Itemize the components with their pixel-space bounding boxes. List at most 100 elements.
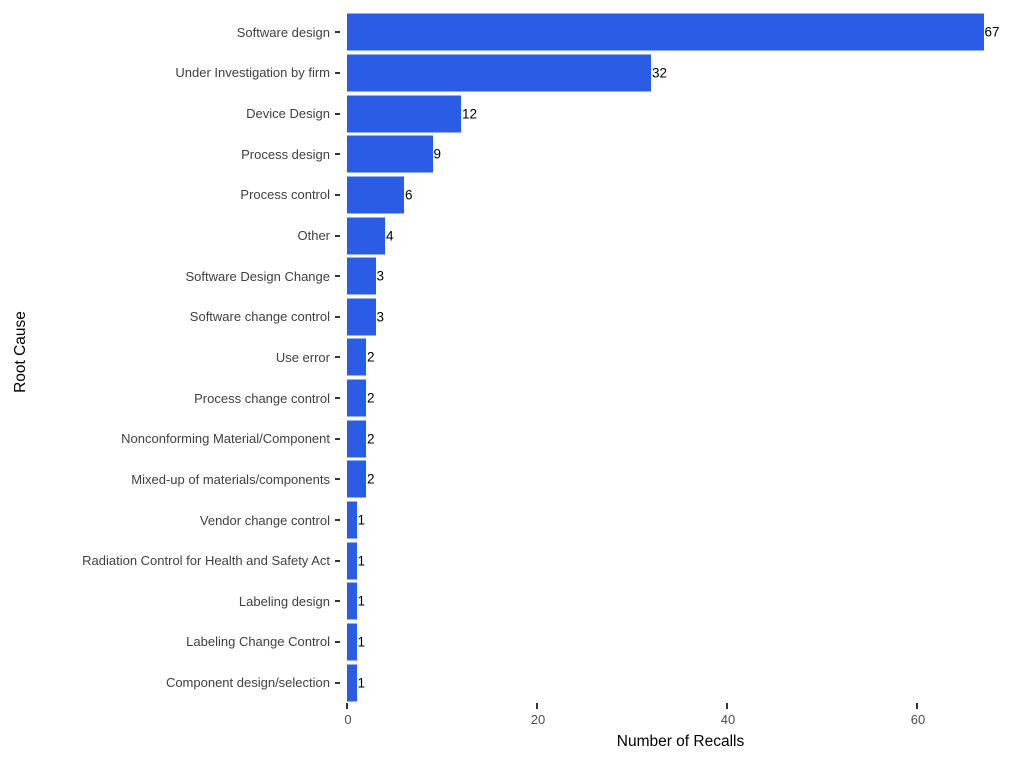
x-axis-tick <box>916 703 918 709</box>
bar-row: Use error 2 <box>0 337 1024 378</box>
bar-zone: 6 <box>347 175 1024 216</box>
value-label: 12 <box>462 106 478 122</box>
y-axis-tick <box>335 193 340 196</box>
category-label: Software change control <box>189 309 330 325</box>
y-axis-tick <box>335 31 340 34</box>
x-axis-tick-label: 60 <box>910 712 926 727</box>
category-label: Process change control <box>194 390 330 406</box>
y-axis-tick <box>335 478 340 481</box>
bar <box>347 298 376 336</box>
x-axis-tick-label: 40 <box>720 712 736 727</box>
y-axis-tick <box>335 681 340 684</box>
value-label: 67 <box>984 24 1000 40</box>
plot-area: Software design 67 Under Investigation by … <box>0 12 1024 703</box>
bar-zone: 32 <box>347 53 1024 94</box>
y-axis-tick <box>335 153 340 156</box>
x-axis-tick-label: 0 <box>344 712 352 727</box>
bar-zone: 2 <box>347 378 1024 419</box>
category-label: Process design <box>241 146 330 162</box>
bar-row: Under Investigation by firm 32 <box>0 53 1024 94</box>
y-axis-tick <box>335 315 340 318</box>
category-label: Nonconforming Material/Component <box>121 431 330 447</box>
bar-zone: 3 <box>347 256 1024 297</box>
value-label: 9 <box>433 146 442 162</box>
value-label: 32 <box>652 65 668 81</box>
y-axis-tick <box>335 71 340 74</box>
bar-zone: 2 <box>347 337 1024 378</box>
category-label: Use error <box>275 349 330 365</box>
x-axis-tick <box>346 703 348 709</box>
bar <box>347 460 366 498</box>
bar-zone: 2 <box>347 418 1024 459</box>
bar-zone: 67 <box>347 12 1024 53</box>
bar-row: Software change control 3 <box>0 296 1024 337</box>
bar <box>347 664 357 702</box>
category-label: Software design <box>236 24 330 40</box>
category-label: Device Design <box>246 106 330 122</box>
bar <box>347 338 366 376</box>
bar <box>347 257 376 295</box>
bar-row: Mixed-up of materials/components 2 <box>0 459 1024 500</box>
bar-row: Vendor change control 1 <box>0 500 1024 541</box>
category-label: Other <box>297 228 330 244</box>
bar-row: Software Design Change 3 <box>0 256 1024 297</box>
bar <box>347 501 357 539</box>
category-label: Process control <box>240 187 330 203</box>
bar-row: Other 4 <box>0 215 1024 256</box>
y-axis-tick <box>335 437 340 440</box>
bar-row: Process change control 2 <box>0 378 1024 419</box>
y-axis-tick <box>335 275 340 278</box>
bar-row: Labeling Change Control 1 <box>0 622 1024 663</box>
y-axis-tick <box>335 112 340 115</box>
category-label: Mixed-up of materials/components <box>131 471 330 487</box>
category-label: Software Design Change <box>185 268 330 284</box>
bar-row: Radiation Control for Health and Safety … <box>0 540 1024 581</box>
value-label: 3 <box>376 268 385 284</box>
bar-zone: 1 <box>347 500 1024 541</box>
category-label: Radiation Control for Health and Safety … <box>82 553 330 569</box>
bar <box>347 623 357 661</box>
value-label: 3 <box>376 309 385 325</box>
bar <box>347 379 366 417</box>
bar-row: Labeling design 1 <box>0 581 1024 622</box>
bar <box>347 54 651 92</box>
bar-row: Process design 9 <box>0 134 1024 175</box>
bar-zone: 4 <box>347 215 1024 256</box>
y-axis-tick <box>335 356 340 359</box>
x-axis-title: Number of Recalls <box>616 733 745 750</box>
x-axis-tick <box>726 703 728 709</box>
bar-zone: 12 <box>347 93 1024 134</box>
bar-zone: 1 <box>347 662 1024 703</box>
category-label: Labeling design <box>238 593 330 609</box>
bar-row: Nonconforming Material/Component 2 <box>0 418 1024 459</box>
bar-row: Software design 67 <box>0 12 1024 53</box>
category-label: Under Investigation by firm <box>175 65 330 81</box>
value-label: 1 <box>357 675 366 691</box>
x-axis: 0 20 40 60 Number of Recalls <box>344 703 1014 760</box>
bar-row: Process control 6 <box>0 175 1024 216</box>
bar-row: Device Design 12 <box>0 93 1024 134</box>
bar <box>347 135 433 173</box>
bar <box>347 13 984 51</box>
value-label: 2 <box>367 390 375 406</box>
x-axis-tick-label: 20 <box>530 712 546 727</box>
bar-zone: 1 <box>347 622 1024 663</box>
value-label: 1 <box>357 634 366 650</box>
bar-zone: 2 <box>347 459 1024 500</box>
x-axis-tick <box>536 703 538 709</box>
bar-zone: 1 <box>347 581 1024 622</box>
bar-row: Component design/selection 1 <box>0 662 1024 703</box>
y-axis-tick <box>335 397 340 400</box>
value-label: 4 <box>386 228 394 244</box>
y-axis-tick <box>335 600 340 603</box>
category-label: Vendor change control <box>199 512 330 528</box>
bar <box>347 420 366 458</box>
bar <box>347 582 357 620</box>
bar-zone: 1 <box>347 540 1024 581</box>
bar <box>347 542 357 580</box>
bar <box>347 217 385 255</box>
bar <box>347 95 461 133</box>
value-label: 2 <box>367 471 375 487</box>
y-axis-tick <box>335 559 340 562</box>
